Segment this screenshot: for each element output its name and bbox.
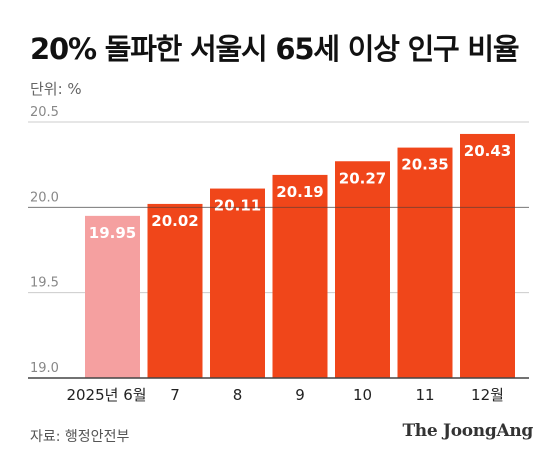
y-tick-label: 19.0 (30, 361, 59, 376)
bar (210, 188, 265, 378)
bar-value-label: 19.95 (89, 224, 136, 242)
x-category-label: 11 (415, 386, 434, 404)
brand-logo: The JoongAng (402, 421, 533, 441)
y-tick-label: 20.0 (30, 190, 59, 205)
y-tick-label: 19.5 (30, 276, 59, 291)
x-category-label: 12월 (471, 386, 504, 404)
chart-title: 20% 돌파한 서울시 65세 이상 인구 비율 (30, 32, 520, 66)
x-category-label: 7 (170, 386, 180, 404)
x-category-label: 10 (353, 386, 372, 404)
bar (335, 161, 390, 378)
x-category-label: 2025년 6월 (66, 386, 146, 404)
y-tick-label: 20.5 (30, 105, 59, 120)
bar (397, 147, 453, 378)
bar-value-label: 20.43 (464, 142, 511, 160)
bar-value-label: 20.35 (401, 156, 448, 174)
x-category-label: 8 (233, 386, 243, 404)
bar-value-label: 20.27 (339, 169, 386, 187)
source-note: 자료: 행정안전부 (30, 429, 130, 445)
bar (147, 203, 203, 378)
x-category-label: 9 (295, 386, 305, 404)
bar (272, 174, 328, 378)
bar-value-label: 20.02 (151, 212, 198, 230)
bar-value-label: 20.19 (276, 183, 323, 201)
bar (460, 133, 515, 378)
bar (85, 215, 140, 378)
unit-label: 단위: % (30, 80, 82, 98)
bar-value-label: 20.11 (214, 197, 261, 215)
